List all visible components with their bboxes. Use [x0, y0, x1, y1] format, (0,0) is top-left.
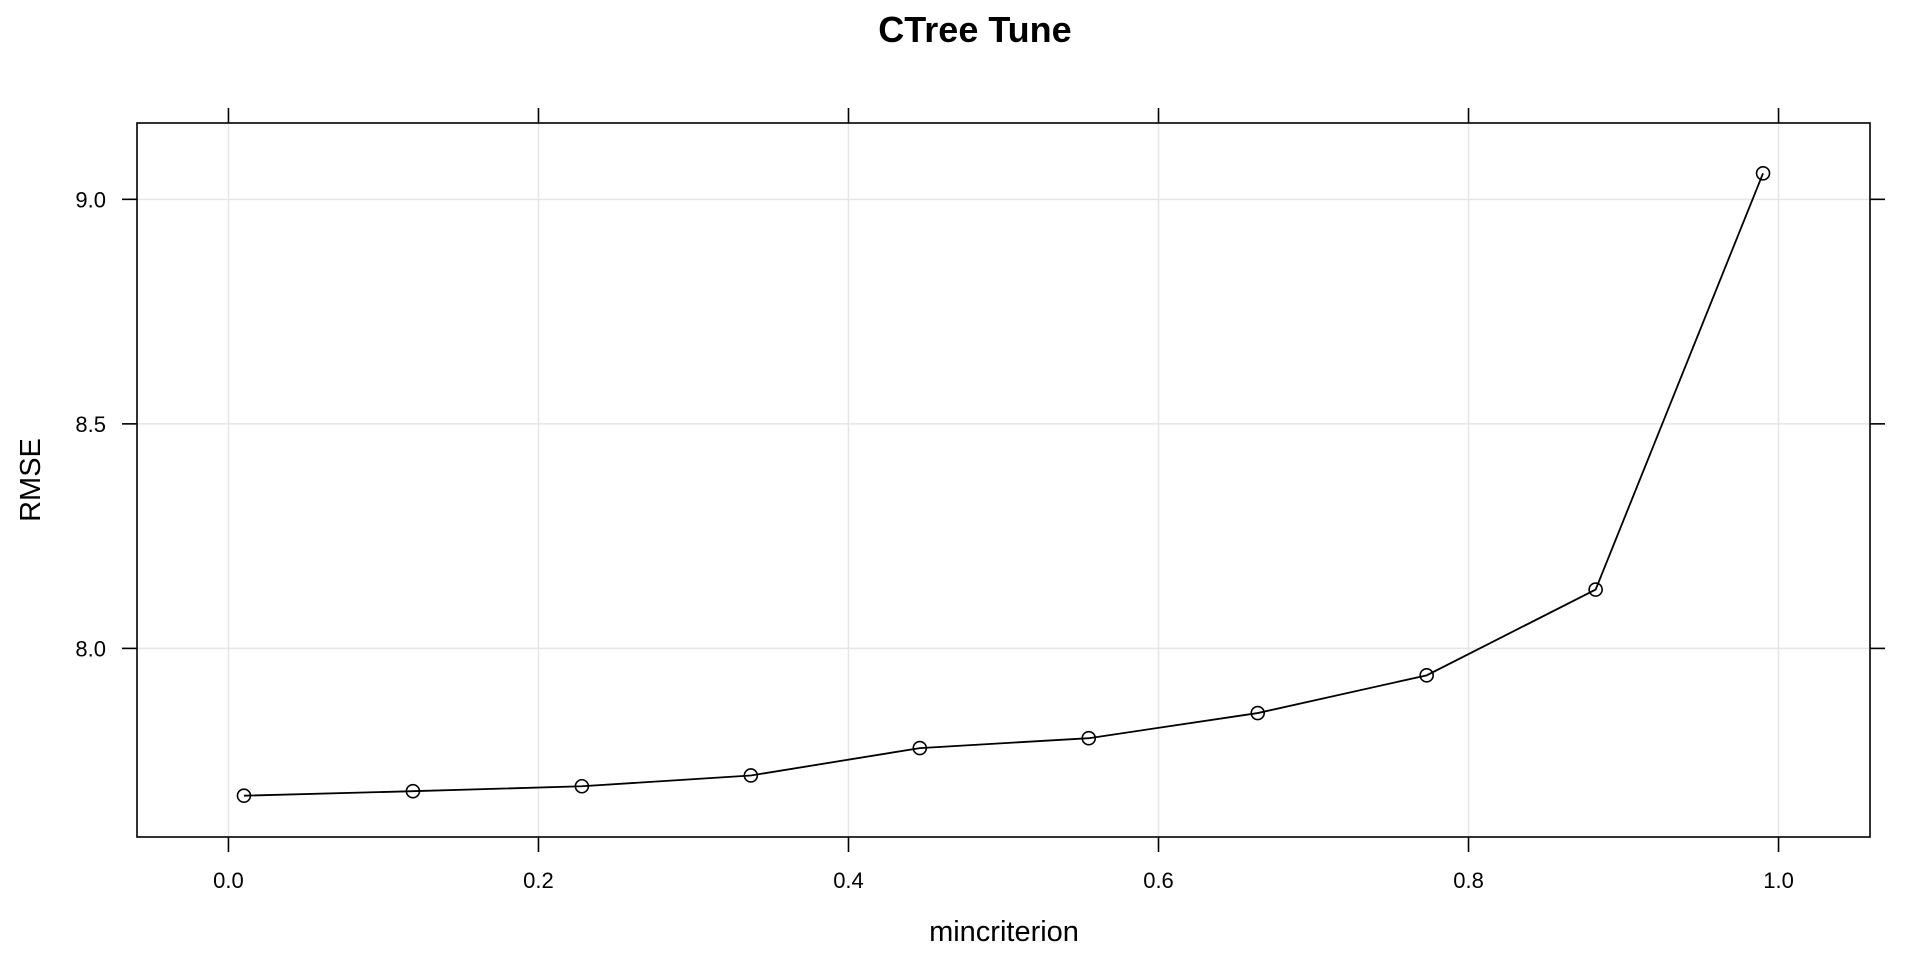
data-point: [236, 788, 252, 803]
x-axis-label: mincriterion: [929, 916, 1079, 948]
y-tick-label: 9.0: [75, 187, 106, 212]
data-point: [1081, 730, 1097, 746]
data-point: [1588, 582, 1603, 597]
plot-frame: [136, 122, 1871, 838]
x-tick-label: 0.2: [523, 868, 554, 893]
series-polyline: [243, 172, 1764, 797]
y-tick-labels: 8.0 8.5 9.0: [75, 187, 106, 661]
grid-lines: [137, 123, 1870, 837]
x-tick-label: 1.0: [1763, 868, 1794, 893]
data-point: [1755, 165, 1771, 181]
x-tick-label: 0.6: [1143, 868, 1174, 893]
y-tick-label: 8.5: [75, 412, 106, 437]
y-tick-label: 8.0: [75, 636, 106, 661]
x-tick-labels: 0.0 0.2 0.4 0.6 0.8 1.0: [213, 868, 1794, 893]
data-point: [743, 768, 759, 783]
data-point: [1419, 668, 1434, 683]
x-tick-label: 0.0: [213, 868, 244, 893]
series-line: [243, 172, 1764, 797]
data-point: [574, 778, 590, 794]
data-points: [236, 165, 1771, 803]
x-tick-label: 0.8: [1453, 868, 1484, 893]
data-point: [1250, 705, 1266, 721]
data-point: [912, 740, 928, 756]
axis-ticks: [122, 108, 1885, 852]
y-axis-label: RMSE: [15, 438, 47, 522]
data-point: [405, 783, 421, 799]
x-tick-label: 0.4: [833, 868, 864, 893]
chart-title: CTree Tune: [878, 9, 1071, 50]
